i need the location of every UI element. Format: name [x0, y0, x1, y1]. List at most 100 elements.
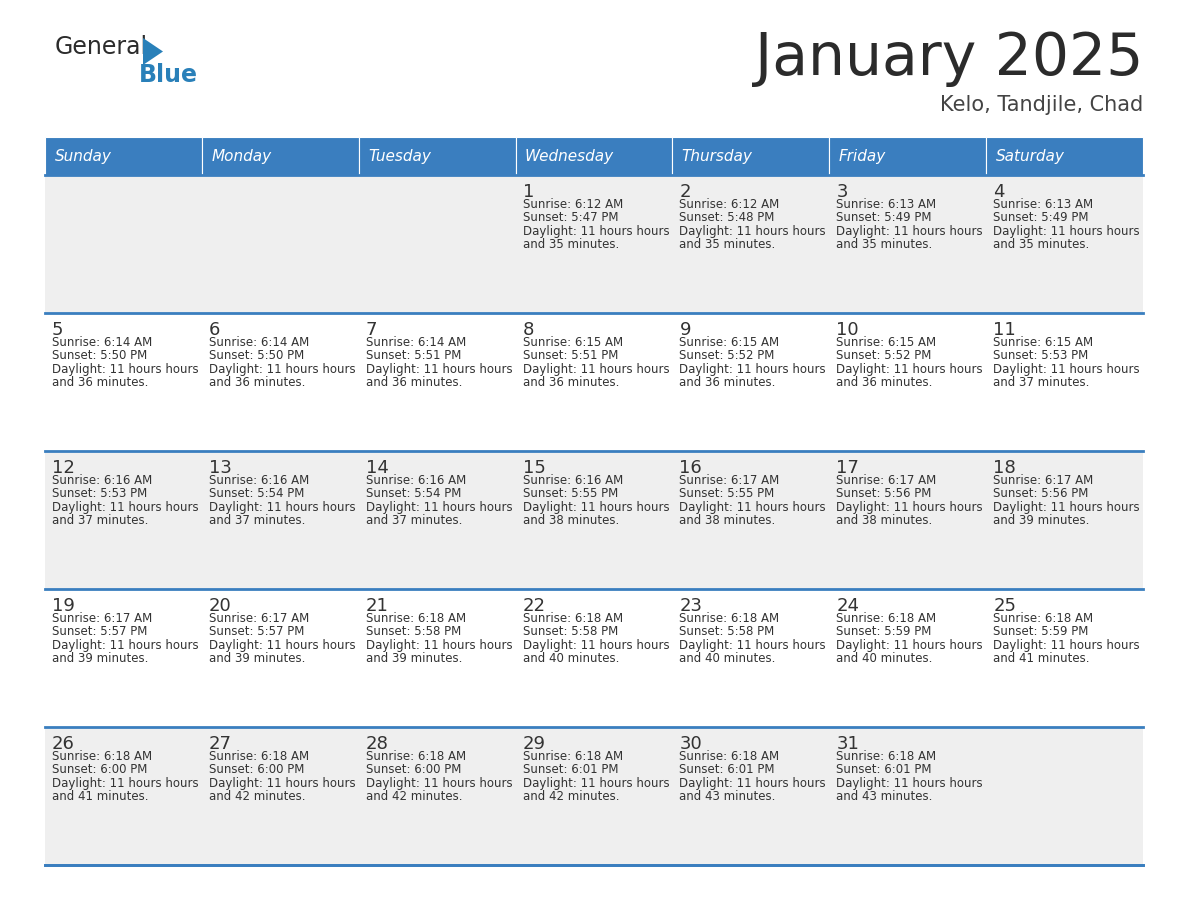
Text: Daylight: 11 hours hours: Daylight: 11 hours hours [366, 639, 512, 652]
Text: and 40 minutes.: and 40 minutes. [680, 653, 776, 666]
Text: Daylight: 11 hours hours: Daylight: 11 hours hours [680, 225, 826, 238]
Text: Sunset: 5:59 PM: Sunset: 5:59 PM [993, 625, 1088, 638]
Text: Sunset: 6:01 PM: Sunset: 6:01 PM [680, 764, 775, 777]
Text: Daylight: 11 hours hours: Daylight: 11 hours hours [52, 777, 198, 790]
Bar [516, 727, 672, 865]
Text: Sunset: 5:54 PM: Sunset: 5:54 PM [209, 487, 304, 500]
Text: Sunset: 5:47 PM: Sunset: 5:47 PM [523, 211, 618, 224]
Text: Thursday: Thursday [682, 149, 753, 163]
Text: Sunrise: 6:17 AM: Sunrise: 6:17 AM [209, 612, 309, 625]
Text: Sunrise: 6:18 AM: Sunrise: 6:18 AM [836, 750, 936, 763]
Text: Sunrise: 6:14 AM: Sunrise: 6:14 AM [52, 336, 152, 349]
Bar [986, 313, 1143, 451]
Bar [516, 313, 672, 451]
Text: Sunday: Sunday [55, 149, 112, 163]
Bar [829, 313, 986, 451]
Text: 30: 30 [680, 735, 702, 753]
Bar [986, 727, 1143, 865]
Bar [45, 589, 202, 727]
Text: and 38 minutes.: and 38 minutes. [836, 514, 933, 528]
Text: and 35 minutes.: and 35 minutes. [836, 239, 933, 252]
Text: Monday: Monday [211, 149, 271, 163]
Text: Sunset: 5:52 PM: Sunset: 5:52 PM [836, 350, 931, 363]
Text: 17: 17 [836, 459, 859, 477]
Bar [45, 727, 202, 865]
Text: Blue: Blue [139, 63, 198, 87]
Text: 8: 8 [523, 321, 533, 339]
Text: Daylight: 11 hours hours: Daylight: 11 hours hours [993, 225, 1139, 238]
Text: and 39 minutes.: and 39 minutes. [209, 653, 305, 666]
Text: Sunrise: 6:18 AM: Sunrise: 6:18 AM [366, 612, 466, 625]
Bar [202, 137, 359, 175]
Text: 14: 14 [366, 459, 388, 477]
Bar [516, 175, 672, 313]
Text: 21: 21 [366, 597, 388, 615]
Text: Sunset: 5:56 PM: Sunset: 5:56 PM [993, 487, 1088, 500]
Text: Sunrise: 6:18 AM: Sunrise: 6:18 AM [523, 750, 623, 763]
Text: Sunrise: 6:15 AM: Sunrise: 6:15 AM [523, 336, 623, 349]
Text: and 35 minutes.: and 35 minutes. [993, 239, 1089, 252]
Text: 13: 13 [209, 459, 232, 477]
Text: Sunset: 6:01 PM: Sunset: 6:01 PM [523, 764, 618, 777]
Text: 1: 1 [523, 183, 533, 201]
Bar [829, 727, 986, 865]
Text: Sunrise: 6:17 AM: Sunrise: 6:17 AM [993, 474, 1093, 487]
Text: and 38 minutes.: and 38 minutes. [523, 514, 619, 528]
Text: Sunrise: 6:17 AM: Sunrise: 6:17 AM [836, 474, 936, 487]
Text: Daylight: 11 hours hours: Daylight: 11 hours hours [209, 363, 355, 376]
Text: 24: 24 [836, 597, 859, 615]
Text: Sunrise: 6:18 AM: Sunrise: 6:18 AM [209, 750, 309, 763]
Text: Daylight: 11 hours hours: Daylight: 11 hours hours [680, 363, 826, 376]
Text: Sunset: 5:50 PM: Sunset: 5:50 PM [209, 350, 304, 363]
Bar [516, 137, 672, 175]
Text: 2: 2 [680, 183, 691, 201]
Bar [45, 451, 202, 589]
Text: and 36 minutes.: and 36 minutes. [52, 376, 148, 389]
Text: and 35 minutes.: and 35 minutes. [523, 239, 619, 252]
Bar [359, 175, 516, 313]
Text: 27: 27 [209, 735, 232, 753]
Text: 22: 22 [523, 597, 545, 615]
Text: Daylight: 11 hours hours: Daylight: 11 hours hours [52, 501, 198, 514]
Text: Sunset: 5:50 PM: Sunset: 5:50 PM [52, 350, 147, 363]
Text: 7: 7 [366, 321, 378, 339]
Text: and 39 minutes.: and 39 minutes. [366, 653, 462, 666]
Text: Sunrise: 6:18 AM: Sunrise: 6:18 AM [680, 750, 779, 763]
Text: and 39 minutes.: and 39 minutes. [993, 514, 1089, 528]
Text: 25: 25 [993, 597, 1016, 615]
Text: Sunset: 5:54 PM: Sunset: 5:54 PM [366, 487, 461, 500]
Text: January 2025: January 2025 [754, 30, 1143, 87]
Text: 29: 29 [523, 735, 545, 753]
Text: Daylight: 11 hours hours: Daylight: 11 hours hours [993, 363, 1139, 376]
Text: and 42 minutes.: and 42 minutes. [209, 790, 305, 803]
Text: 20: 20 [209, 597, 232, 615]
Bar [202, 727, 359, 865]
Text: Sunset: 5:55 PM: Sunset: 5:55 PM [680, 487, 775, 500]
Text: Sunset: 5:57 PM: Sunset: 5:57 PM [209, 625, 304, 638]
Text: Daylight: 11 hours hours: Daylight: 11 hours hours [523, 639, 669, 652]
Text: Daylight: 11 hours hours: Daylight: 11 hours hours [993, 639, 1139, 652]
Bar [829, 589, 986, 727]
Text: and 39 minutes.: and 39 minutes. [52, 653, 148, 666]
Text: Sunrise: 6:14 AM: Sunrise: 6:14 AM [366, 336, 466, 349]
Text: and 36 minutes.: and 36 minutes. [523, 376, 619, 389]
Text: Sunset: 5:49 PM: Sunset: 5:49 PM [836, 211, 931, 224]
Text: Sunrise: 6:15 AM: Sunrise: 6:15 AM [993, 336, 1093, 349]
Text: Daylight: 11 hours hours: Daylight: 11 hours hours [523, 225, 669, 238]
Bar [672, 313, 829, 451]
Text: Daylight: 11 hours hours: Daylight: 11 hours hours [366, 501, 512, 514]
Text: Sunset: 5:55 PM: Sunset: 5:55 PM [523, 487, 618, 500]
Text: 12: 12 [52, 459, 75, 477]
Text: Sunrise: 6:17 AM: Sunrise: 6:17 AM [680, 474, 779, 487]
Text: 5: 5 [52, 321, 63, 339]
Text: Daylight: 11 hours hours: Daylight: 11 hours hours [523, 363, 669, 376]
Bar [45, 137, 202, 175]
Text: Sunset: 5:53 PM: Sunset: 5:53 PM [993, 350, 1088, 363]
Text: and 37 minutes.: and 37 minutes. [52, 514, 148, 528]
Text: Sunrise: 6:12 AM: Sunrise: 6:12 AM [680, 198, 779, 211]
Bar [359, 589, 516, 727]
Text: Daylight: 11 hours hours: Daylight: 11 hours hours [993, 501, 1139, 514]
Text: Sunrise: 6:18 AM: Sunrise: 6:18 AM [836, 612, 936, 625]
Text: Sunrise: 6:14 AM: Sunrise: 6:14 AM [209, 336, 309, 349]
Text: Daylight: 11 hours hours: Daylight: 11 hours hours [836, 777, 982, 790]
